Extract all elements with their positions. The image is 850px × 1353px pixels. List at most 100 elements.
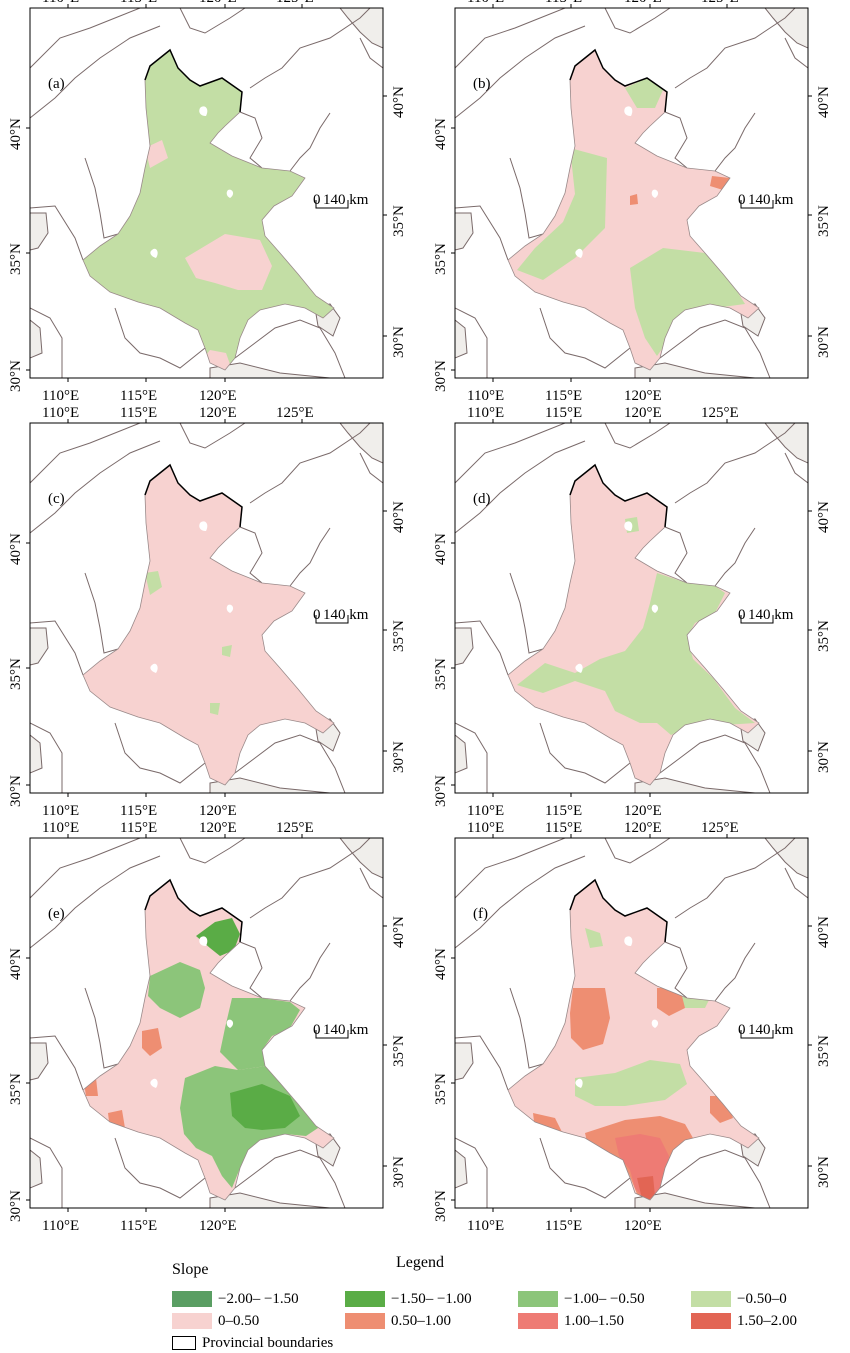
right-tick-label: 30°N	[391, 326, 407, 358]
bottom-tick-label: 115°E	[545, 388, 582, 404]
bottom-tick-label: 120°E	[624, 803, 662, 819]
provincial-boundary	[455, 307, 488, 378]
legend-swatch	[518, 1291, 558, 1307]
provincial-boundary	[659, 734, 771, 793]
map-frame	[29, 837, 384, 1209]
sea-area	[455, 1042, 474, 1081]
provincial-boundary	[239, 111, 263, 169]
no-data-area	[575, 1078, 583, 1088]
left-tick-label: 40°N	[8, 948, 24, 980]
provincial-boundary	[84, 572, 119, 654]
legend-title: Legend	[396, 1254, 444, 1271]
right-tick-label: 35°N	[391, 205, 407, 237]
slope-class-area	[210, 703, 220, 715]
scale-bar: 0 140 km	[313, 607, 369, 624]
map-svg: (c) 0 140 km 110°E 115°E 120°E 125°E 110°E 115°E…	[8, 405, 407, 819]
top-tick-label: 110°E	[42, 820, 79, 836]
provincial-boundary	[664, 111, 688, 169]
scale-bar-zero: 0	[313, 192, 321, 208]
bottom-tick-label: 110°E	[467, 388, 504, 404]
bottom-tick-label: 115°E	[120, 1218, 157, 1234]
provincial-boundary	[784, 867, 808, 899]
provincial-boundary	[359, 452, 383, 484]
scale-bar: 0 140 km	[738, 192, 794, 209]
right-tick-label: 35°N	[391, 1035, 407, 1067]
bottom-tick-label: 115°E	[120, 803, 157, 819]
panel-label: (f)	[473, 906, 488, 922]
provincial-boundary	[84, 157, 119, 239]
top-tick-label: 115°E	[120, 405, 157, 421]
scale-bar: 0 140 km	[738, 1022, 794, 1039]
provincial-boundary	[289, 527, 331, 587]
legend-swatch	[691, 1291, 731, 1307]
map-legend: Slope Legend −2.00– −1.50 −1.50– −1.00 −…	[0, 1254, 850, 1353]
right-tick-label: 40°N	[391, 86, 407, 118]
sea-area	[339, 838, 383, 879]
legend-label: −2.00– −1.50	[218, 1290, 299, 1307]
map-panel-e: (e) 0 140 km 110°E 115°E 120°E 125°E 110°E 115°E…	[0, 820, 425, 1250]
provincial-boundary	[604, 838, 671, 864]
bottom-tick-label: 120°E	[199, 388, 237, 404]
provincial-boundary	[539, 722, 631, 784]
no-data-area	[651, 1019, 659, 1028]
legend-swatch	[172, 1291, 212, 1307]
provincial-boundary	[509, 572, 544, 654]
top-tick-label: 115°E	[120, 0, 157, 6]
left-tick-label: 30°N	[8, 360, 24, 392]
provincial-boundary	[359, 867, 383, 899]
bottom-tick-label: 115°E	[120, 388, 157, 404]
map-frame	[454, 837, 809, 1209]
map-panel-d: (d) 0 140 km 110°E 115°E 120°E 125°E 110°E 115°E…	[425, 405, 850, 830]
slope-class-area	[615, 1134, 669, 1200]
sea-area	[455, 734, 468, 774]
sea-area	[455, 212, 474, 251]
legend-label: −0.50–0	[737, 1290, 787, 1307]
right-tick-label: 40°N	[816, 86, 832, 118]
provincial-boundary	[604, 8, 671, 34]
right-tick-label: 40°N	[391, 916, 407, 948]
panel-label: (a)	[48, 76, 65, 92]
no-data-area	[575, 248, 583, 258]
top-tick-label: 115°E	[545, 0, 582, 6]
legend-swatch-outline	[172, 1336, 196, 1350]
left-tick-label: 40°N	[8, 533, 24, 565]
top-tick-label: 125°E	[276, 0, 314, 6]
sea-area	[30, 319, 43, 359]
left-tick-label: 30°N	[433, 775, 449, 807]
left-tick-label: 30°N	[433, 1190, 449, 1222]
left-tick-label: 35°N	[433, 658, 449, 690]
provincial-boundary	[455, 1035, 509, 1091]
provincial-boundary	[539, 307, 631, 369]
provincial-boundary	[30, 855, 161, 949]
legend-item-class-4: −0.50–0	[691, 1290, 787, 1308]
no-data-area	[150, 663, 158, 673]
provincial-boundary	[359, 37, 383, 69]
bottom-tick-label: 115°E	[545, 803, 582, 819]
no-data-area	[226, 1019, 234, 1028]
legend-label: 0.50–1.00	[391, 1312, 451, 1329]
top-tick-label: 110°E	[42, 405, 79, 421]
sea-area	[764, 8, 808, 49]
beijing-tianjin-outline	[569, 463, 668, 528]
no-data-area	[624, 106, 633, 116]
beijing-tianjin-outline	[144, 48, 243, 113]
legend-item-class-7: 1.00–1.50	[518, 1312, 624, 1330]
provincial-boundary	[455, 423, 566, 484]
top-tick-label: 120°E	[199, 0, 237, 6]
map-frame	[29, 7, 384, 379]
right-tick-label: 40°N	[816, 916, 832, 948]
bottom-tick-label: 120°E	[624, 1218, 662, 1234]
slope-class-area	[630, 248, 745, 356]
beijing-tianjin-outline	[569, 878, 668, 943]
no-data-area	[199, 521, 208, 531]
legend-label: −1.50– −1.00	[391, 1290, 472, 1307]
provincial-boundary	[659, 319, 771, 378]
scale-bar-distance: 140 km	[748, 607, 794, 623]
no-data-area	[226, 189, 234, 198]
provincial-boundary	[114, 722, 206, 784]
provincial-boundary	[455, 440, 586, 534]
provincial-boundary	[674, 838, 796, 919]
provincial-boundary	[84, 987, 119, 1069]
